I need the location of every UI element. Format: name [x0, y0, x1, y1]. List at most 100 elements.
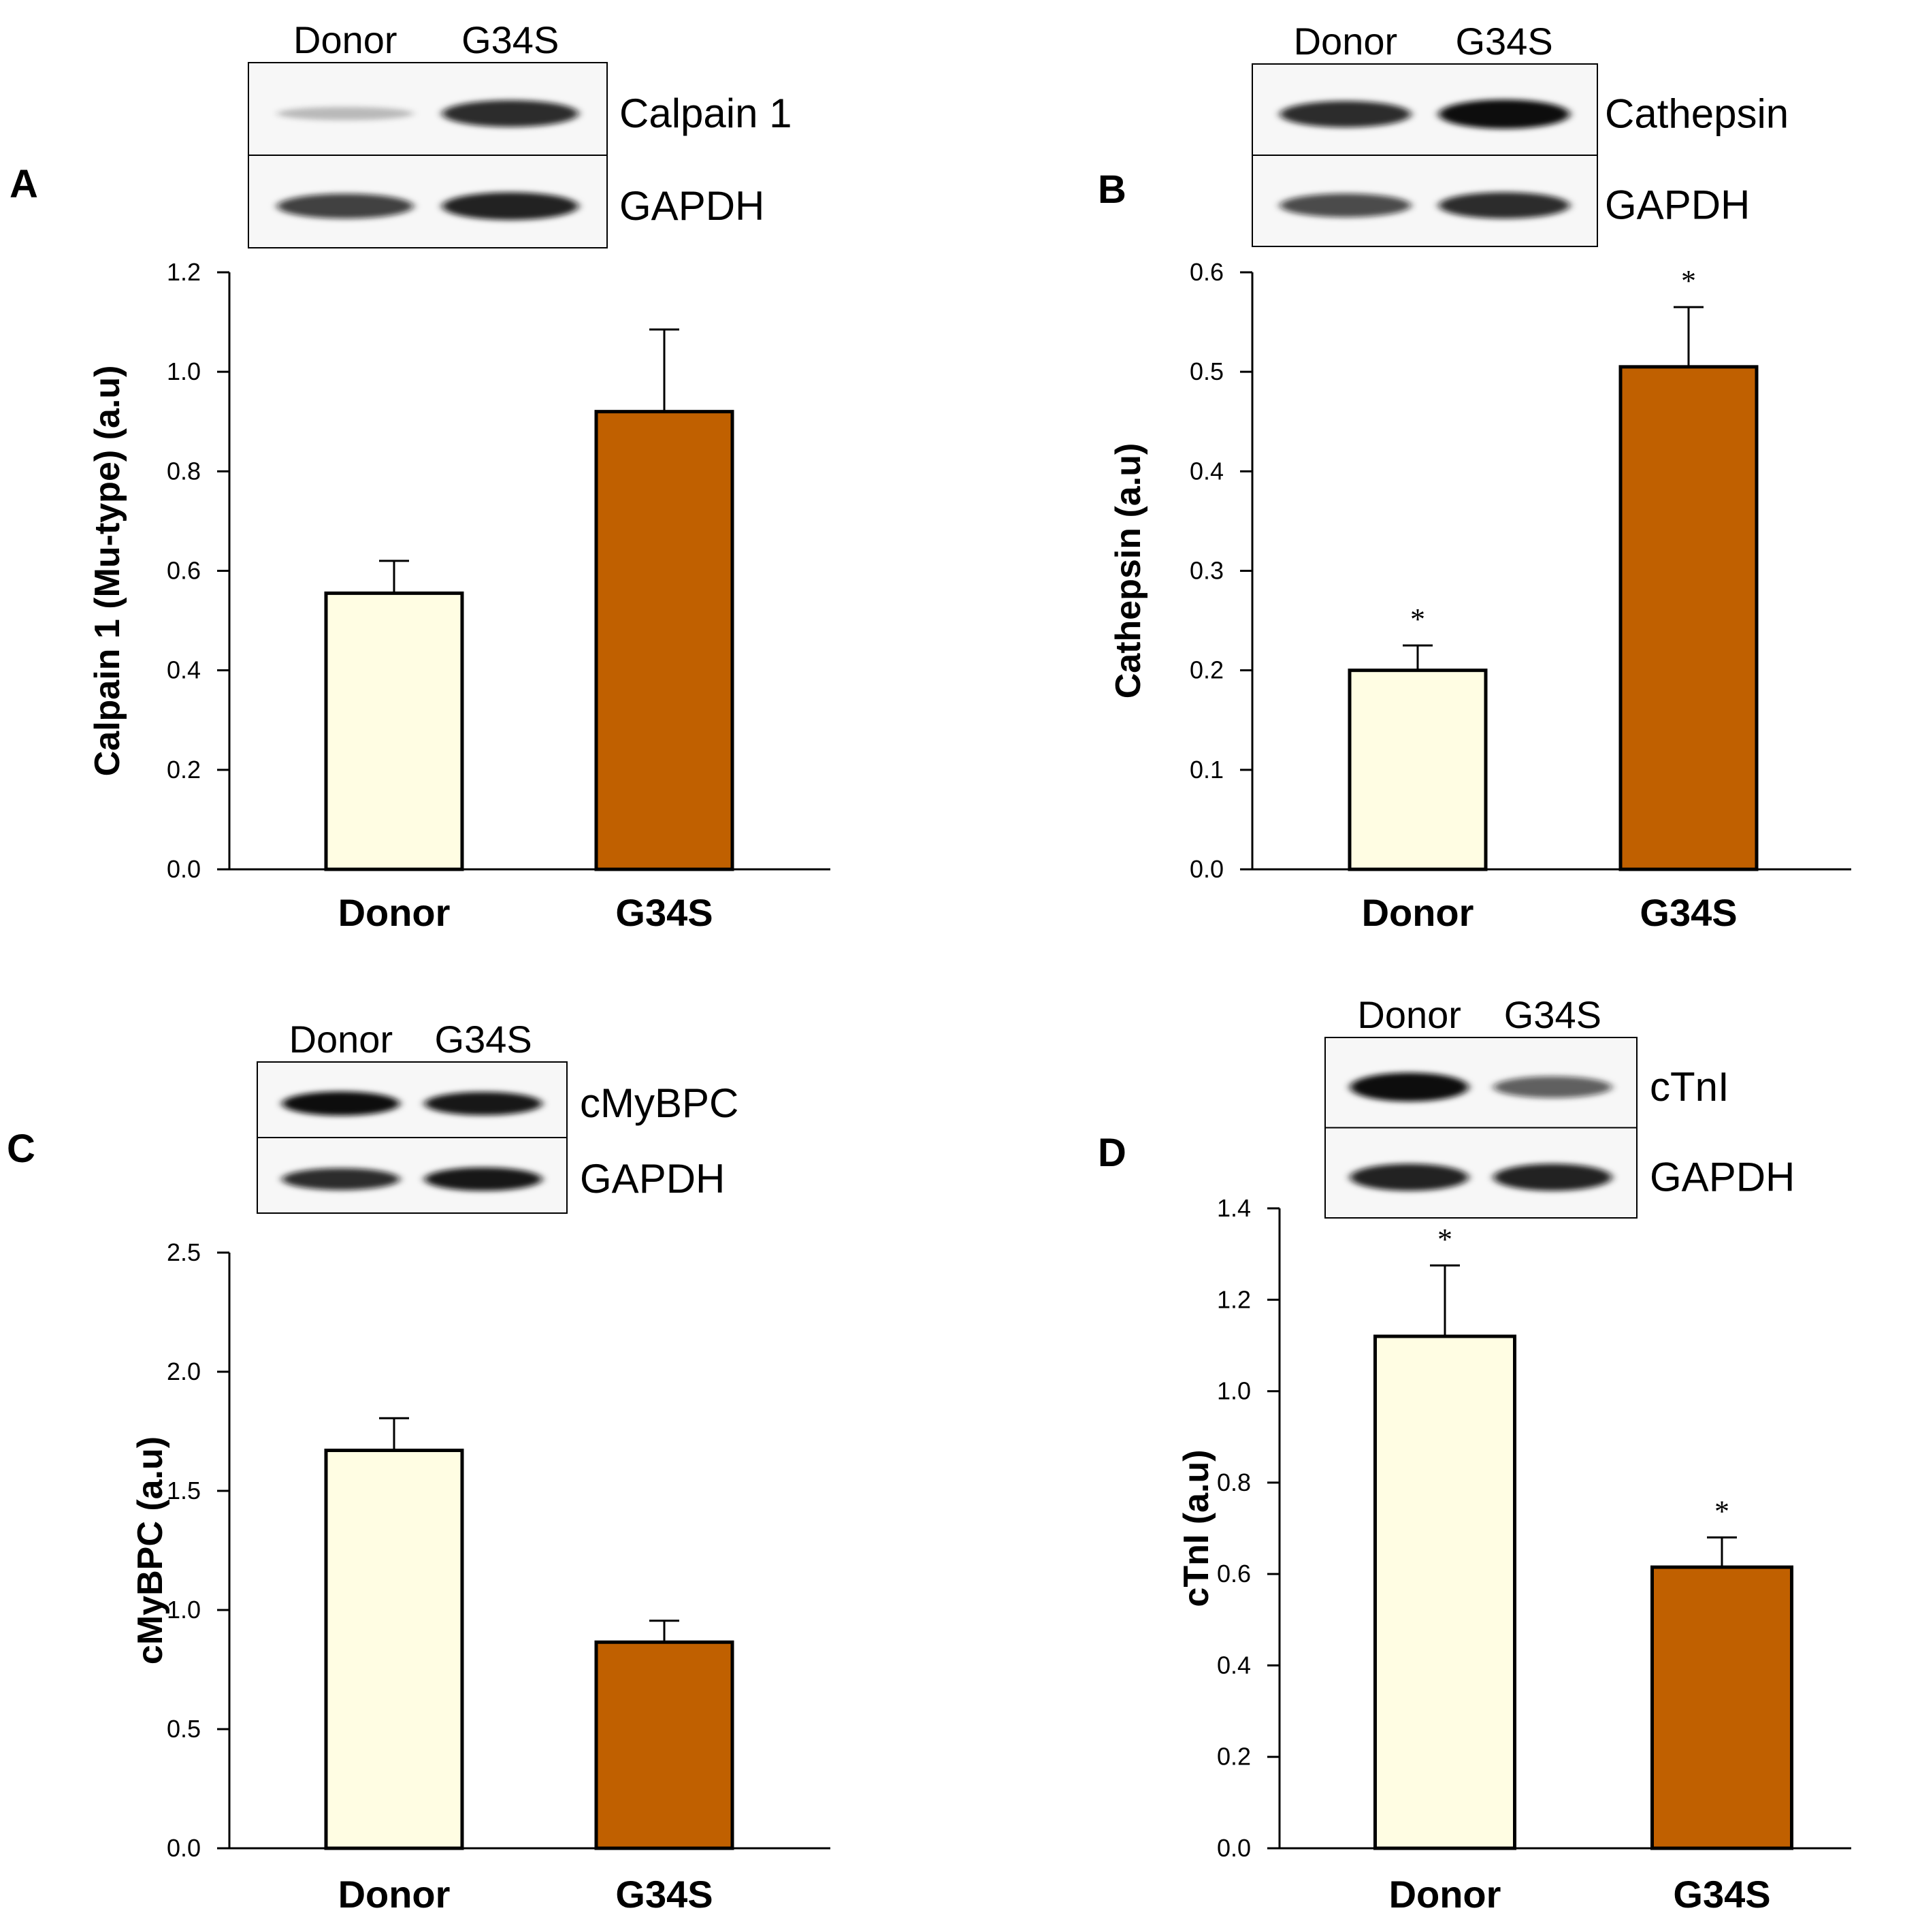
bar-g34s	[1650, 1565, 1793, 1850]
blot-band	[1350, 1163, 1469, 1191]
y-tick-label: 0.0	[167, 855, 201, 883]
blot-row-label: cTnI	[1650, 1064, 1729, 1110]
bar-chart: 0.0 0.5 1.0 1.5 2.0 2.5 Donor G34S cMyBPC (a.u)	[131, 1238, 830, 1916]
lane-label: Donor	[1357, 993, 1461, 1036]
y-tick-label: 2.5	[167, 1238, 201, 1266]
bar-g34s	[594, 1640, 734, 1850]
y-tick-label: 0.4	[167, 656, 201, 684]
bar-donor	[1348, 669, 1488, 871]
panel-d: D Donor G34S cTnI GAPDH 0.0 0.2 0.4 0.6 0.8 1.0 1…	[1098, 993, 1851, 1916]
lane-label: Donor	[1294, 20, 1398, 63]
western-blot: Donor G34S cTnI GAPDH	[1324, 993, 1795, 1219]
significance-marker: *	[1681, 264, 1696, 297]
blot-band	[1493, 1163, 1612, 1191]
x-category-label: G34S	[1673, 1873, 1770, 1916]
y-tick-label: 0.2	[167, 756, 201, 784]
y-tick-label: 0.8	[1217, 1468, 1251, 1496]
lane-label: G34S	[435, 1018, 532, 1061]
blot-band	[277, 107, 414, 120]
blot-band	[282, 1091, 400, 1116]
blot-band	[1438, 192, 1570, 219]
blot-band	[1280, 101, 1412, 128]
blot-band	[282, 1168, 400, 1191]
y-tick-label: 1.0	[167, 357, 201, 385]
significance-marker: *	[1714, 1494, 1729, 1528]
y-tick-label: 1.5	[167, 1477, 201, 1504]
bar-chart: 0.0 0.2 0.4 0.6 0.8 1.0 1.2 1.4 * Donor * G34S cTnI …	[1177, 1194, 1851, 1916]
y-tick-label: 0.3	[1190, 557, 1224, 585]
blot-band	[442, 192, 579, 221]
lane-label: G34S	[1456, 20, 1553, 63]
blot-band	[1438, 99, 1570, 129]
x-category-label: Donor	[1362, 891, 1474, 934]
y-tick-label: 1.2	[167, 258, 201, 286]
blot-band	[424, 1091, 542, 1116]
y-tick-label: 1.4	[1217, 1194, 1251, 1222]
bar-donor	[324, 591, 464, 871]
blot-band	[1280, 193, 1412, 218]
y-tick-label: 0.1	[1190, 756, 1224, 784]
blot-row-label: cMyBPC	[580, 1080, 738, 1126]
y-axis-label: cMyBPC (a.u)	[131, 1436, 170, 1664]
bar-donor	[324, 1449, 464, 1850]
panel-letter: D	[1098, 1131, 1126, 1175]
y-tick-label: 0.6	[167, 557, 201, 585]
x-category-label: Donor	[338, 891, 451, 934]
lane-label: Donor	[293, 18, 397, 61]
x-category-label: Donor	[1389, 1873, 1501, 1916]
y-tick-label: 0.5	[1190, 357, 1224, 385]
y-tick-label: 0.5	[167, 1715, 201, 1743]
x-category-label: Donor	[338, 1873, 451, 1916]
blot-band	[442, 100, 579, 127]
bar-g34s	[594, 410, 734, 871]
y-axis-label: cTnI (a.u)	[1177, 1449, 1216, 1607]
blot-band	[1350, 1072, 1469, 1102]
y-tick-label: 0.6	[1217, 1560, 1251, 1588]
y-tick-label: 0.6	[1190, 258, 1224, 286]
western-blot: Donor G34S Calpain 1 GAPDH	[248, 18, 792, 248]
y-tick-label: 0.2	[1217, 1743, 1251, 1771]
x-category-label: G34S	[615, 891, 713, 934]
blot-row-label: GAPDH	[580, 1156, 725, 1202]
y-tick-label: 0.0	[1190, 855, 1224, 883]
panel-letter: A	[10, 162, 38, 206]
y-tick-label: 0.0	[1217, 1834, 1251, 1862]
significance-marker: *	[1437, 1223, 1452, 1256]
y-tick-label: 0.8	[167, 457, 201, 485]
y-tick-label: 2.0	[167, 1357, 201, 1385]
blot-row-label: Cathepsin	[1605, 91, 1789, 137]
x-category-label: G34S	[1640, 891, 1737, 934]
lane-label: Donor	[289, 1018, 393, 1061]
panel-letter: B	[1098, 167, 1126, 212]
y-axis-label: Cathepsin (a.u)	[1109, 443, 1148, 699]
blot-band	[277, 193, 414, 219]
panel-letter: C	[7, 1127, 35, 1171]
bar-chart: 0.0 0.1 0.2 0.3 0.4 0.5 0.6 * Donor * G34S Cathepsi…	[1109, 258, 1851, 934]
blot-row-label: GAPDH	[1605, 182, 1750, 228]
lane-label: G34S	[461, 18, 559, 61]
x-category-label: G34S	[615, 1873, 713, 1916]
bar-chart: 0.0 0.2 0.4 0.6 0.8 1.0 1.2 Donor G34S Calpain 1 …	[88, 258, 830, 934]
y-axis-label: Calpain 1 (Mu-type) (a.u)	[88, 366, 127, 777]
western-blot: Donor G34S cMyBPC GAPDH	[257, 1018, 738, 1214]
lane-label: G34S	[1504, 993, 1601, 1036]
blot-band	[424, 1167, 542, 1191]
y-tick-label: 1.0	[1217, 1377, 1251, 1405]
significance-marker: *	[1410, 602, 1425, 636]
western-blot: Donor G34S Cathepsin GAPDH	[1252, 20, 1789, 247]
y-tick-label: 0.2	[1190, 656, 1224, 684]
blot-row-label: GAPDH	[619, 183, 764, 229]
bar-g34s	[1618, 365, 1759, 871]
blot-band	[1493, 1076, 1612, 1098]
blot-row-label: GAPDH	[1650, 1154, 1795, 1200]
blot-row-label: Calpain 1	[619, 91, 792, 136]
y-tick-label: 1.2	[1217, 1285, 1251, 1313]
panel-c: C Donor G34S cMyBPC GAPDH 0.0 0.5 1.0 1.5 2.0 2.…	[7, 1018, 830, 1916]
bar-donor	[1373, 1334, 1516, 1850]
y-tick-label: 1.0	[167, 1596, 201, 1624]
y-tick-label: 0.4	[1217, 1651, 1251, 1679]
y-tick-label: 0.4	[1190, 457, 1224, 485]
